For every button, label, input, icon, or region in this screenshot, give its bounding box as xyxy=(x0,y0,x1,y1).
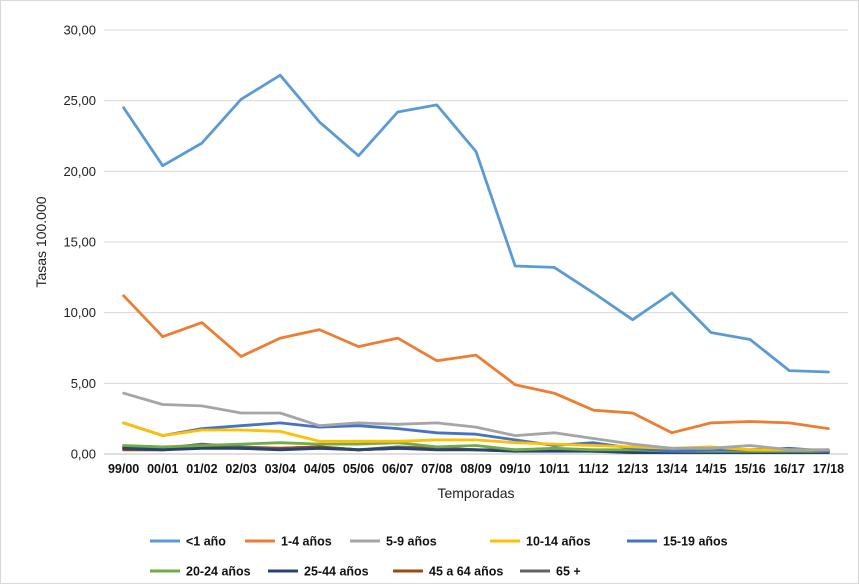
gridlines xyxy=(104,29,848,455)
legend-label: 1-4 años xyxy=(281,535,332,549)
series-line xyxy=(122,73,830,374)
x-tick-label: 14/15 xyxy=(695,462,726,476)
y-tick-label: 5,00 xyxy=(71,376,96,391)
x-tick-label: 07/08 xyxy=(421,462,452,476)
y-axis-title: Tasas 100.000 xyxy=(33,196,49,287)
y-tick-label: 30,00 xyxy=(63,23,96,38)
x-axis-title: Temporadas xyxy=(437,485,514,501)
y-tick-label: 15,00 xyxy=(63,235,96,250)
x-axis: 99/00 00/01 01/02 02/03 03/04 04/05 05/06 06/07… xyxy=(108,462,844,476)
legend-label: 45 a 64 años xyxy=(429,565,503,579)
legend-label: 25-44 años xyxy=(304,565,369,579)
x-tick-label: 08/09 xyxy=(460,462,491,476)
x-tick-label: 01/02 xyxy=(186,462,217,476)
x-tick-label: 15/16 xyxy=(734,462,765,476)
legend-label: 15-19 años xyxy=(663,535,728,549)
x-tick-label: 11/12 xyxy=(578,462,609,476)
x-tick-label: 09/10 xyxy=(500,462,531,476)
x-tick-label: 04/05 xyxy=(304,462,335,476)
x-tick-label: 12/13 xyxy=(617,462,648,476)
legend-label: 10-14 años xyxy=(526,535,591,549)
y-tick-label: 20,00 xyxy=(63,164,96,179)
x-tick-label: 00/01 xyxy=(147,462,178,476)
legend-label: <1 año xyxy=(186,535,226,549)
legend: <1 año 1-4 años 5-9 años 10-14 años 15-19 añ… xyxy=(150,535,728,579)
x-tick-label: 03/04 xyxy=(265,462,296,476)
x-tick-label: 17/18 xyxy=(813,462,844,476)
x-tick-label: 05/06 xyxy=(343,462,374,476)
x-tick-label: 10/11 xyxy=(539,462,570,476)
series-line xyxy=(122,391,830,452)
x-tick-label: 13/14 xyxy=(656,462,687,476)
series-lines xyxy=(122,73,830,455)
y-tick-label: 10,00 xyxy=(63,305,96,320)
x-tick-label: 06/07 xyxy=(382,462,413,476)
x-tick-label: 99/00 xyxy=(108,462,139,476)
y-tick-label: 25,00 xyxy=(63,93,96,108)
legend-label: 20-24 años xyxy=(186,565,251,579)
legend-label: 65 + xyxy=(556,565,581,579)
y-tick-label: 0,00 xyxy=(71,447,96,462)
series-line xyxy=(122,294,830,435)
x-tick-label: 16/17 xyxy=(774,462,805,476)
x-tick-label: 02/03 xyxy=(225,462,256,476)
series-line xyxy=(122,421,830,453)
legend-label: 5-9 años xyxy=(386,535,437,549)
y-axis: 0,00 5,00 10,00 15,00 20,00 25,00 30,00 xyxy=(63,23,96,462)
